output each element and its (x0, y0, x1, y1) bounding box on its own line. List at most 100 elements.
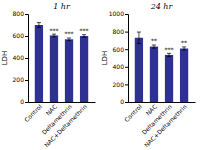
tick-label: 800 (113, 28, 125, 35)
error-bar (52, 34, 56, 37)
error-bar-stem (138, 32, 139, 43)
error-bar-cap (182, 46, 186, 47)
plot-area (35, 23, 88, 102)
y-axis: 0 200 400 600 800 1000 (109, 10, 129, 105)
tick-label: 400 (113, 63, 125, 70)
error-bar-cap (37, 27, 41, 28)
error-bar (167, 53, 171, 56)
title: 24 hr (150, 2, 174, 11)
bar (50, 35, 58, 102)
error-bar-stem (69, 38, 70, 41)
tick-label: 1000 (109, 10, 124, 17)
tick-label: 600 (113, 46, 125, 53)
error-bar-cap (152, 44, 156, 45)
error-bar-cap (182, 50, 186, 51)
tick: 200 (13, 76, 28, 83)
error-bar (137, 32, 141, 43)
tick: 200 (113, 81, 128, 88)
axis-line (25, 15, 29, 103)
tick-label: 600 (13, 32, 25, 39)
error-bar-cap (167, 56, 171, 57)
error-bar-cap (82, 34, 86, 35)
tick-mark (125, 49, 128, 50)
tick: 800 (113, 28, 128, 35)
error-bar-cap (82, 37, 86, 38)
tick-mark (125, 67, 128, 68)
tick-mark (125, 14, 128, 15)
error-bar-cap (137, 32, 141, 33)
tick: NAC+Deltamethrin (143, 102, 189, 148)
bar (35, 25, 43, 102)
error-bar-cap (137, 43, 141, 44)
tick-label: 800 (13, 10, 25, 17)
tick: 800 (13, 10, 28, 17)
error-bar-cap (152, 48, 156, 49)
annotation: *** (80, 27, 89, 34)
error-bar-stem (153, 45, 154, 48)
annotation: ** (151, 37, 157, 44)
tick-mark (125, 102, 128, 103)
axis-title: LDH (101, 51, 109, 66)
error-bar (182, 47, 186, 50)
tick: NAC+Deltamethrin (43, 102, 89, 148)
tick-label: NAC+Deltamethrin (143, 103, 189, 149)
annotation: ** (181, 39, 187, 46)
tick: 0 (120, 98, 128, 105)
tick: Control (123, 102, 144, 123)
bar (165, 55, 173, 102)
axis-line (129, 102, 196, 103)
bar (180, 48, 188, 102)
tick: Control (23, 102, 44, 123)
error-bar-stem (184, 47, 185, 50)
tick-label: 400 (13, 54, 25, 61)
bar (80, 36, 88, 102)
tick-label: 200 (113, 81, 125, 88)
error-bar (82, 35, 86, 38)
annotation: *** (49, 27, 58, 34)
error-bar (152, 45, 156, 48)
title: 1 hr (53, 2, 71, 11)
x-axis: ControlNACDeltamethrinNAC+Deltamethrin (23, 102, 96, 148)
tick: 1000 (109, 10, 128, 17)
figure: 0 200 400 600 800 ControlNACDeltamethrinNAC+D… (0, 0, 200, 150)
tick: 400 (113, 63, 128, 70)
axis-title: LDH (1, 51, 9, 66)
tick-label: NAC+Deltamethrin (43, 103, 89, 149)
error-bar-cap (37, 22, 41, 23)
error-bar-stem (169, 53, 170, 56)
annotation: *** (65, 30, 74, 37)
error-bar-cap (167, 53, 171, 54)
tick: 600 (13, 32, 28, 39)
bar (150, 47, 158, 102)
error-bar-cap (52, 34, 56, 35)
error-bar-cap (67, 40, 71, 41)
tick-mark (25, 102, 28, 103)
tick-mark (125, 84, 128, 85)
panel: 02004006008001000ControlNACDeltamethrinN… (101, 2, 196, 148)
tick-mark (25, 58, 28, 59)
axis-line (29, 102, 96, 103)
tick-label: 200 (13, 76, 25, 83)
error-bar-stem (38, 23, 39, 28)
axis-line (125, 15, 129, 103)
error-bar (67, 38, 71, 41)
bar (135, 38, 143, 102)
panel: 0 200 400 600 800 ControlNACDeltamethrinNAC+D… (1, 2, 96, 148)
error-bar-stem (53, 34, 54, 37)
tick-label: 0 (120, 98, 124, 105)
error-bar-stem (84, 35, 85, 38)
error-bar (37, 23, 41, 28)
tick-mark (25, 36, 28, 37)
bar (65, 39, 73, 102)
y-axis: 0 200 400 600 800 (13, 10, 29, 105)
tick: 600 (113, 46, 128, 53)
tick: 400 (13, 54, 28, 61)
tick-mark (25, 80, 28, 81)
tick-label: Control (23, 103, 44, 124)
tick: 0 (20, 98, 28, 105)
tick-mark (25, 14, 28, 15)
tick-mark (125, 32, 128, 33)
plot-area (135, 32, 188, 102)
tick-label: 0 (20, 98, 24, 105)
annotation: *** (165, 46, 174, 53)
